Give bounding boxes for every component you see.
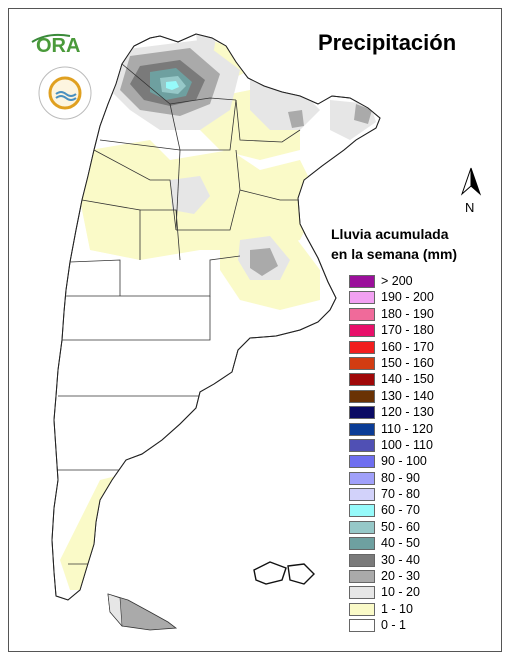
- legend-label: 140 - 150: [381, 372, 434, 387]
- province-borders: [56, 63, 301, 565]
- legend-label: 190 - 200: [381, 290, 434, 305]
- legend-label: 50 - 60: [381, 519, 420, 534]
- legend-swatch: [349, 455, 375, 469]
- malvinas-islands: [253, 561, 315, 585]
- legend-swatch: [349, 356, 375, 370]
- map-title: Precipitación: [318, 30, 457, 55]
- legend-label: 1 - 10: [381, 601, 413, 616]
- legend-label: 20 - 30: [381, 569, 420, 584]
- legend-label: 80 - 90: [381, 470, 420, 485]
- legend-label: 160 - 170: [381, 339, 434, 354]
- legend-swatch: [349, 324, 375, 338]
- legend-label: 90 - 100: [381, 454, 427, 469]
- north-label: N: [465, 200, 474, 215]
- legend-swatch: [349, 422, 375, 436]
- legend-label: > 200: [381, 274, 413, 288]
- legend-swatch: [349, 586, 375, 600]
- legend-label: 180 - 190: [381, 306, 434, 321]
- legend-swatch: [349, 504, 375, 518]
- legend-swatch: [349, 537, 375, 551]
- legend-label: 100 - 110: [381, 437, 433, 452]
- legend-swatch: [349, 291, 375, 305]
- legend-label: 130 - 140: [381, 388, 434, 403]
- legend-swatch: [349, 553, 375, 567]
- legend-swatch: [349, 275, 375, 288]
- legend-swatch: [349, 570, 375, 584]
- legend-label: 110 - 120: [381, 421, 433, 436]
- legend-label: 40 - 50: [381, 536, 420, 551]
- legend-swatch: [349, 373, 375, 387]
- ora-logo: ORA: [31, 33, 80, 56]
- ora-logo-text: ORA: [36, 35, 80, 56]
- legend-label: 10 - 20: [381, 585, 420, 600]
- legend-label: 120 - 130: [381, 405, 434, 420]
- legend-title: Lluvia acumulada en la semana (mm): [331, 224, 457, 264]
- legend-label: 70 - 80: [381, 487, 420, 502]
- legend-swatch: [349, 471, 375, 485]
- legend-swatch: [349, 602, 375, 616]
- rain-60-70-areas: [166, 81, 179, 90]
- legend-swatch: [349, 520, 375, 534]
- legend-label: 0 - 1: [381, 618, 407, 633]
- smn-logo: [38, 66, 92, 120]
- legend-title-line2: en la semana (mm): [331, 246, 458, 262]
- legend-label: 170 - 180: [381, 323, 434, 338]
- north-arrow-icon: N: [460, 167, 482, 215]
- legend-label: 30 - 40: [381, 552, 420, 567]
- legend-label: 150 - 160: [381, 355, 434, 370]
- legend-swatch: [349, 619, 375, 633]
- legend-swatch: [349, 340, 375, 354]
- legend-swatch: [349, 438, 375, 452]
- legend-label: 60 - 70: [381, 503, 420, 518]
- legend-title-line1: Lluvia acumulada: [331, 226, 449, 242]
- legend-swatch: [349, 307, 375, 321]
- legend-swatch: [349, 389, 375, 403]
- legend-swatch: [349, 406, 375, 420]
- legend-swatch: [349, 488, 375, 502]
